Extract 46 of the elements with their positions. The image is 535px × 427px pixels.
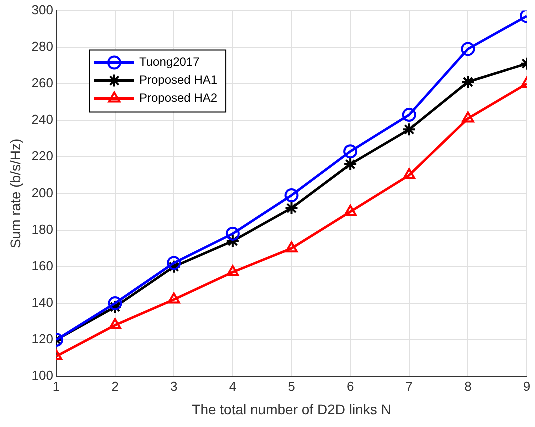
point [286, 242, 298, 253]
point [344, 204, 357, 216]
point [109, 318, 122, 330]
point [402, 122, 416, 137]
y-tick-label: 140 [32, 295, 54, 310]
point [168, 292, 180, 304]
y-tick-label: 180 [32, 222, 54, 237]
point [167, 256, 182, 270]
point [462, 112, 474, 123]
point [167, 260, 182, 274]
point [284, 201, 299, 216]
point [403, 168, 416, 180]
x-tick-label: 3 [170, 378, 178, 394]
x-tick-label: 7 [406, 378, 413, 394]
x-axis-title: The total number of D2D links N [192, 401, 392, 418]
point [344, 144, 358, 159]
point [461, 42, 476, 56]
x-tick-label: 2 [112, 378, 119, 394]
point [226, 234, 240, 248]
y-tick-label: 220 [32, 148, 54, 164]
point [284, 188, 299, 203]
y-tick-label: 300 [32, 2, 54, 18]
x-tick-label: 4 [229, 378, 237, 394]
y-axis-title: Sum rate (b/s/Hz) [7, 138, 24, 249]
x-tick-label: 1 [52, 378, 60, 394]
x-tick-label: 6 [346, 378, 354, 394]
y-tick-label: 200 [32, 185, 54, 200]
y-tick-label: 280 [32, 38, 54, 54]
point [226, 265, 240, 276]
point [108, 296, 122, 310]
x-tick-label: 9 [523, 378, 531, 394]
y-tick-label: 160 [32, 258, 54, 274]
legend-label: Proposed HA1 [139, 73, 218, 88]
x-tick-label: 8 [464, 378, 472, 394]
legend-label: Proposed HA2 [139, 91, 218, 106]
point [402, 108, 416, 122]
point [344, 157, 358, 172]
point [461, 75, 476, 90]
point [108, 300, 122, 314]
point [226, 226, 240, 241]
legend-label: Tuong2017 [139, 55, 200, 70]
y-tick-label: 260 [32, 76, 54, 91]
x-tick-label: 5 [288, 378, 296, 394]
y-tick-label: 240 [32, 112, 54, 128]
y-tick-label: 100 [32, 368, 54, 384]
y-tick-label: 120 [32, 332, 54, 347]
